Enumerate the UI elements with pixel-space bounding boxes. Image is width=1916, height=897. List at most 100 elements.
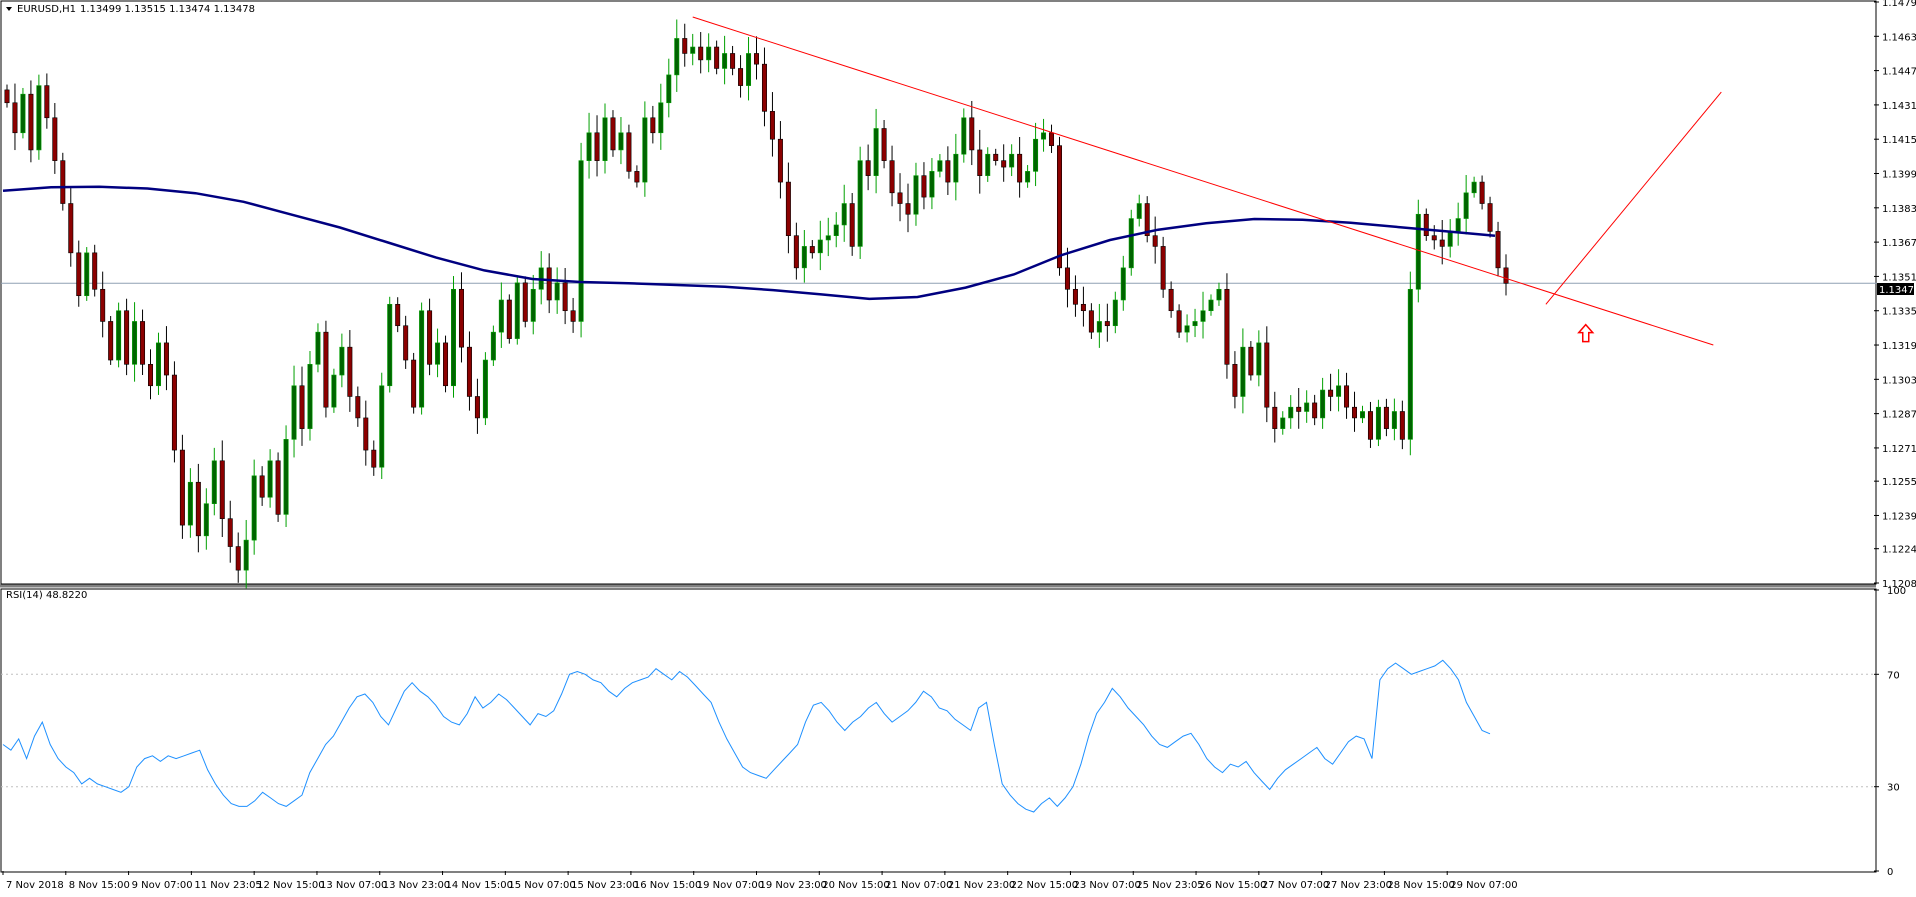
candle	[283, 425, 289, 527]
price-tick-label: 1.14310	[1882, 101, 1916, 112]
price-tick-label: 1.13190	[1882, 341, 1916, 352]
candle	[259, 466, 265, 506]
candle	[363, 400, 369, 466]
candle	[1296, 387, 1302, 429]
candle	[1216, 282, 1222, 306]
candle	[1415, 199, 1421, 303]
candle	[235, 532, 241, 583]
trendline[interactable]	[1545, 91, 1722, 305]
candle	[267, 449, 273, 508]
candle	[1280, 411, 1286, 435]
up-arrow-icon[interactable]	[1577, 323, 1595, 343]
candle	[371, 440, 377, 476]
candle	[323, 320, 329, 418]
candle	[1192, 308, 1198, 338]
time-tick-label: 11 Nov 23:05	[194, 880, 261, 891]
time-tick-label: 25 Nov 23:05	[1136, 880, 1203, 891]
candle	[179, 434, 185, 539]
time-tick-label: 8 Nov 15:00	[69, 880, 130, 891]
rsi-tick-label: 70	[1887, 670, 1900, 681]
candle	[682, 23, 688, 67]
candle	[211, 447, 217, 516]
price-tick-label: 1.12395	[1882, 511, 1916, 522]
candle	[1009, 144, 1015, 177]
candle	[730, 45, 736, 76]
candle	[578, 142, 584, 338]
candle	[275, 452, 281, 522]
candle	[435, 328, 441, 378]
candle	[1423, 208, 1429, 241]
time-tick-label: 22 Nov 15:00	[1011, 880, 1078, 891]
time-tick-label: 14 Nov 15:00	[446, 880, 513, 891]
current-price-label: 1.13478	[1879, 285, 1916, 296]
candle	[666, 58, 672, 118]
price-tick-label: 1.13670	[1882, 238, 1916, 249]
candle	[1120, 255, 1126, 311]
rsi-tick-label: 30	[1887, 783, 1900, 794]
candle	[1057, 136, 1062, 276]
candle	[1001, 144, 1007, 182]
candle	[913, 162, 919, 226]
time-tick-label: 19 Nov 23:00	[760, 880, 827, 891]
ohlc-label: 1.13499 1.13515 1.13474 1.13478	[80, 4, 255, 15]
candle	[92, 244, 98, 297]
candle	[1391, 398, 1397, 441]
candle	[570, 297, 576, 333]
candle	[937, 154, 943, 178]
candle	[1479, 175, 1485, 210]
candle	[12, 83, 18, 151]
candle	[1272, 391, 1278, 443]
candle	[881, 120, 887, 169]
candle	[458, 272, 464, 363]
candle	[905, 183, 911, 233]
candle	[1336, 369, 1342, 412]
candle	[1487, 196, 1493, 238]
candle	[60, 152, 66, 211]
price-tick-label: 1.13350	[1882, 307, 1916, 318]
candle	[642, 101, 648, 197]
rsi-panel[interactable]	[0, 588, 1877, 873]
candle	[1304, 390, 1310, 423]
candle	[1232, 351, 1238, 409]
symbol-dropdown-icon[interactable]	[6, 7, 12, 11]
candle	[451, 276, 456, 398]
candle	[387, 296, 393, 393]
candle	[1224, 273, 1230, 379]
candle	[961, 108, 967, 163]
candle	[921, 162, 927, 210]
rsi-tick-label: 100	[1887, 586, 1906, 597]
candle	[1017, 136, 1023, 198]
candle	[1168, 281, 1174, 318]
candle	[132, 302, 138, 382]
candle	[148, 349, 154, 400]
candle	[1312, 394, 1318, 426]
symbol-label[interactable]: EURUSD,H1	[17, 4, 76, 15]
trendline[interactable]	[692, 16, 1714, 346]
candle	[243, 519, 249, 589]
candle	[36, 74, 42, 160]
candle	[419, 302, 425, 415]
candle	[889, 145, 895, 207]
price-tick-label: 1.12870	[1882, 410, 1916, 421]
candle	[411, 352, 417, 414]
candle	[195, 463, 201, 553]
candle	[801, 230, 807, 283]
candle	[299, 366, 305, 446]
candle	[490, 325, 496, 366]
candle	[1359, 405, 1365, 424]
candle	[171, 361, 177, 463]
candle	[825, 217, 831, 257]
rsi-line-group	[2, 659, 1491, 813]
candle	[307, 351, 313, 441]
candle	[395, 297, 401, 333]
candle	[674, 19, 680, 92]
candle	[746, 37, 752, 101]
candle	[514, 276, 520, 345]
time-axis: 7 Nov 2018 8 Nov 15:00 9 Nov 07:00 11 Nov 2…	[2, 871, 1518, 891]
candle	[339, 333, 345, 388]
candle	[873, 108, 879, 194]
candle	[594, 115, 600, 177]
candle	[1240, 328, 1246, 414]
candle	[809, 240, 815, 259]
